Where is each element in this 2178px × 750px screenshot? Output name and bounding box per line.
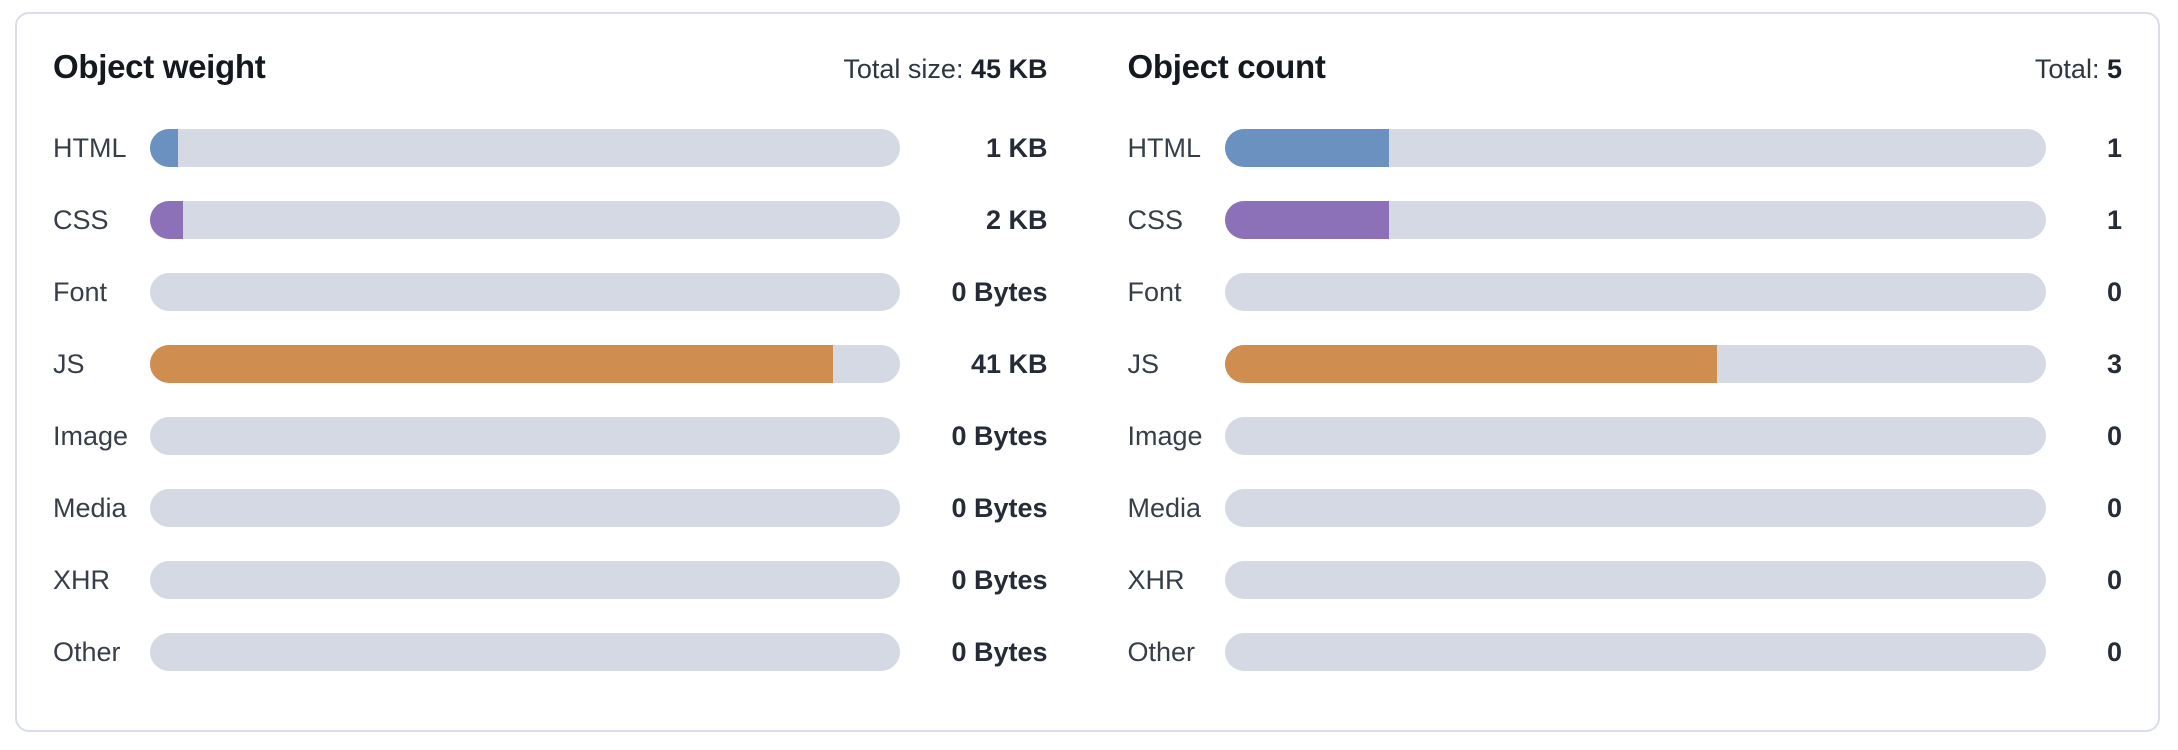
chart-row-js: JS 41 KB [53, 344, 1048, 384]
total-value: 45 KB [970, 54, 1048, 84]
bar-fill-css [1224, 201, 1389, 239]
bar-fill-css [150, 201, 184, 239]
row-label: HTML [53, 132, 127, 163]
row-value: 0 Bytes [951, 492, 1048, 523]
chart-row-image: Image 0 Bytes [53, 416, 1048, 456]
row-value: 1 [2106, 204, 2122, 235]
panel-title: Object weight [53, 48, 266, 85]
bar-track [150, 489, 900, 527]
row-value: 0 [2106, 564, 2122, 595]
bar-track [150, 201, 900, 239]
chart-row-font: Font 0 Bytes [53, 272, 1048, 312]
row-value: 0 [2106, 420, 2122, 451]
bar-track [1224, 561, 2046, 599]
chart-row-css: CSS 1 [1127, 200, 2122, 240]
row-value: 0 [2106, 492, 2122, 523]
total-label: Total: [2034, 54, 2100, 84]
row-label: Other [1127, 636, 1196, 667]
row-value: 1 KB [985, 132, 1048, 163]
chart-row-css: CSS 2 KB [53, 200, 1048, 240]
row-label: XHR [1127, 564, 1185, 595]
chart-row-image: Image 0 [1127, 416, 2122, 456]
panel-title: Object count [1127, 48, 1326, 85]
row-value: 0 Bytes [951, 276, 1048, 307]
row-label: CSS [1127, 204, 1184, 235]
row-label: Image [53, 420, 129, 451]
bar-track [1224, 273, 2046, 311]
row-label: JS [53, 348, 85, 379]
object-count-header: Object count Total: 5 [1128, 48, 2123, 88]
object-weight-header: Object weight Total size: 45 KB [53, 48, 1048, 88]
chart-row-font: Font 0 [1127, 272, 2122, 312]
bar-track [150, 561, 900, 599]
bar-fill-html [1224, 129, 1389, 167]
bar-track [1224, 129, 2046, 167]
row-label: Image [1127, 420, 1203, 451]
row-value: 41 KB [970, 348, 1048, 379]
row-value: 2 KB [985, 204, 1048, 235]
object-count-rows: HTML 1 CSS 1 Font 0 JS 3 Image 0 Media 0 XHR 0 Other 0 [1127, 128, 2122, 672]
row-label: JS [1127, 348, 1160, 379]
row-value: 0 [2106, 276, 2122, 307]
object-weight-rows: HTML 1 KB CSS 2 KB Font 0 Bytes JS 41 KB Image 0 … [53, 128, 1048, 672]
row-value: 0 Bytes [951, 636, 1048, 667]
total-value: 5 [2106, 54, 2122, 84]
bar-track [150, 633, 900, 671]
row-label: Font [1127, 276, 1182, 307]
bar-track [1224, 633, 2046, 671]
bar-track [1224, 489, 2046, 527]
row-label: CSS [53, 204, 109, 235]
panel-total: Total size: 45 KB [843, 54, 1047, 85]
row-label: Media [1127, 492, 1202, 523]
panel-total: Total: 5 [2035, 54, 2122, 85]
row-value: 0 Bytes [951, 564, 1048, 595]
bar-fill-js [150, 345, 833, 383]
chart-row-js: JS 3 [1127, 344, 2122, 384]
chart-row-xhr: XHR 0 [1127, 560, 2122, 600]
row-value: 0 Bytes [951, 420, 1048, 451]
object-weight-panel: Object weight Total size: 45 KB HTML 1 KB… [53, 48, 1048, 696]
bar-fill-js [1224, 345, 1718, 383]
chart-row-media: Media 0 Bytes [53, 488, 1048, 528]
row-label: XHR [53, 564, 111, 595]
object-count-panel: Object count Total: 5 HTML 1 CSS 1 Font 0 JS 3 I… [1127, 48, 2123, 696]
row-value: 1 [2106, 132, 2122, 163]
bar-track [150, 345, 900, 383]
bar-track [1224, 201, 2046, 239]
row-value: 0 [2106, 636, 2122, 667]
chart-row-html: HTML 1 KB [53, 128, 1048, 168]
chart-row-other: Other 0 Bytes [53, 632, 1048, 672]
total-label: Total size: [843, 54, 964, 84]
bar-track [150, 417, 900, 455]
bar-track [150, 129, 900, 167]
bar-track [150, 273, 900, 311]
chart-row-html: HTML 1 [1127, 128, 2122, 168]
row-label: HTML [1127, 132, 1202, 163]
row-label: Other [53, 636, 121, 667]
chart-row-other: Other 0 [1127, 632, 2122, 672]
row-label: Font [53, 276, 108, 307]
bar-track [1224, 417, 2046, 455]
row-value: 3 [2106, 348, 2122, 379]
chart-row-media: Media 0 [1127, 488, 2122, 528]
row-label: Media [53, 492, 127, 523]
bar-fill-html [150, 129, 178, 167]
chart-row-xhr: XHR 0 Bytes [53, 560, 1048, 600]
resources-summary-card: Object weight Total size: 45 KB HTML 1 KB… [15, 12, 2160, 732]
bar-track [1224, 345, 2046, 383]
